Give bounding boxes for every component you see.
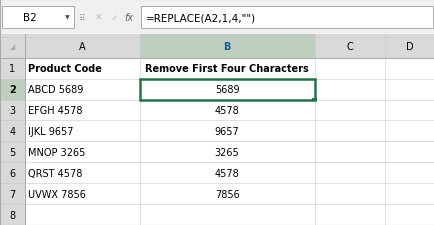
- Text: 3265: 3265: [214, 147, 239, 157]
- Text: fx: fx: [124, 13, 133, 23]
- Text: ABCD 5689: ABCD 5689: [28, 85, 83, 95]
- Bar: [0, 35, 434, 225]
- Text: 8: 8: [9, 210, 16, 220]
- Bar: [0, 58, 25, 79]
- Text: Product Code: Product Code: [28, 64, 102, 74]
- Text: 7856: 7856: [214, 189, 239, 199]
- Bar: [140, 7, 432, 29]
- Text: 4: 4: [9, 126, 16, 136]
- Text: ✕: ✕: [94, 14, 102, 22]
- Bar: [139, 35, 314, 58]
- Text: C: C: [345, 42, 352, 52]
- Text: 3: 3: [9, 106, 16, 115]
- Text: =REPLACE(A2,1,4,""): =REPLACE(A2,1,4,""): [145, 13, 255, 23]
- Text: 6: 6: [9, 168, 16, 178]
- Bar: [0, 142, 25, 162]
- Bar: [0, 183, 25, 204]
- Text: 7: 7: [9, 189, 16, 199]
- Text: 4578: 4578: [214, 168, 239, 178]
- Text: 5: 5: [9, 147, 16, 157]
- Text: 1: 1: [9, 64, 16, 74]
- Text: B: B: [223, 42, 230, 52]
- Text: 5689: 5689: [214, 85, 239, 95]
- Text: 4578: 4578: [214, 106, 239, 115]
- Text: ◢: ◢: [10, 44, 15, 50]
- Text: MNOP 3265: MNOP 3265: [28, 147, 85, 157]
- Text: 9657: 9657: [214, 126, 239, 136]
- Text: QRST 4578: QRST 4578: [28, 168, 82, 178]
- Bar: [0, 0, 434, 35]
- Text: B2: B2: [23, 13, 36, 23]
- Text: D: D: [405, 42, 413, 52]
- Text: A: A: [79, 42, 85, 52]
- Bar: [139, 79, 314, 100]
- Text: ✓: ✓: [110, 14, 118, 22]
- Bar: [0, 121, 25, 142]
- Text: UVWX 7856: UVWX 7856: [28, 189, 85, 199]
- Bar: [2, 7, 74, 29]
- Text: ▼: ▼: [65, 16, 69, 20]
- Text: 2: 2: [9, 85, 16, 95]
- Bar: [0, 79, 25, 100]
- Bar: [0, 35, 434, 58]
- Bar: [0, 35, 25, 225]
- Bar: [0, 204, 25, 225]
- Text: ⠿: ⠿: [78, 14, 85, 22]
- Text: EFGH 4578: EFGH 4578: [28, 106, 82, 115]
- Text: IJKL 9657: IJKL 9657: [28, 126, 73, 136]
- Bar: [0, 162, 25, 183]
- Bar: [311, 99, 317, 102]
- Bar: [0, 100, 25, 121]
- Text: Remove First Four Characters: Remove First Four Characters: [145, 64, 308, 74]
